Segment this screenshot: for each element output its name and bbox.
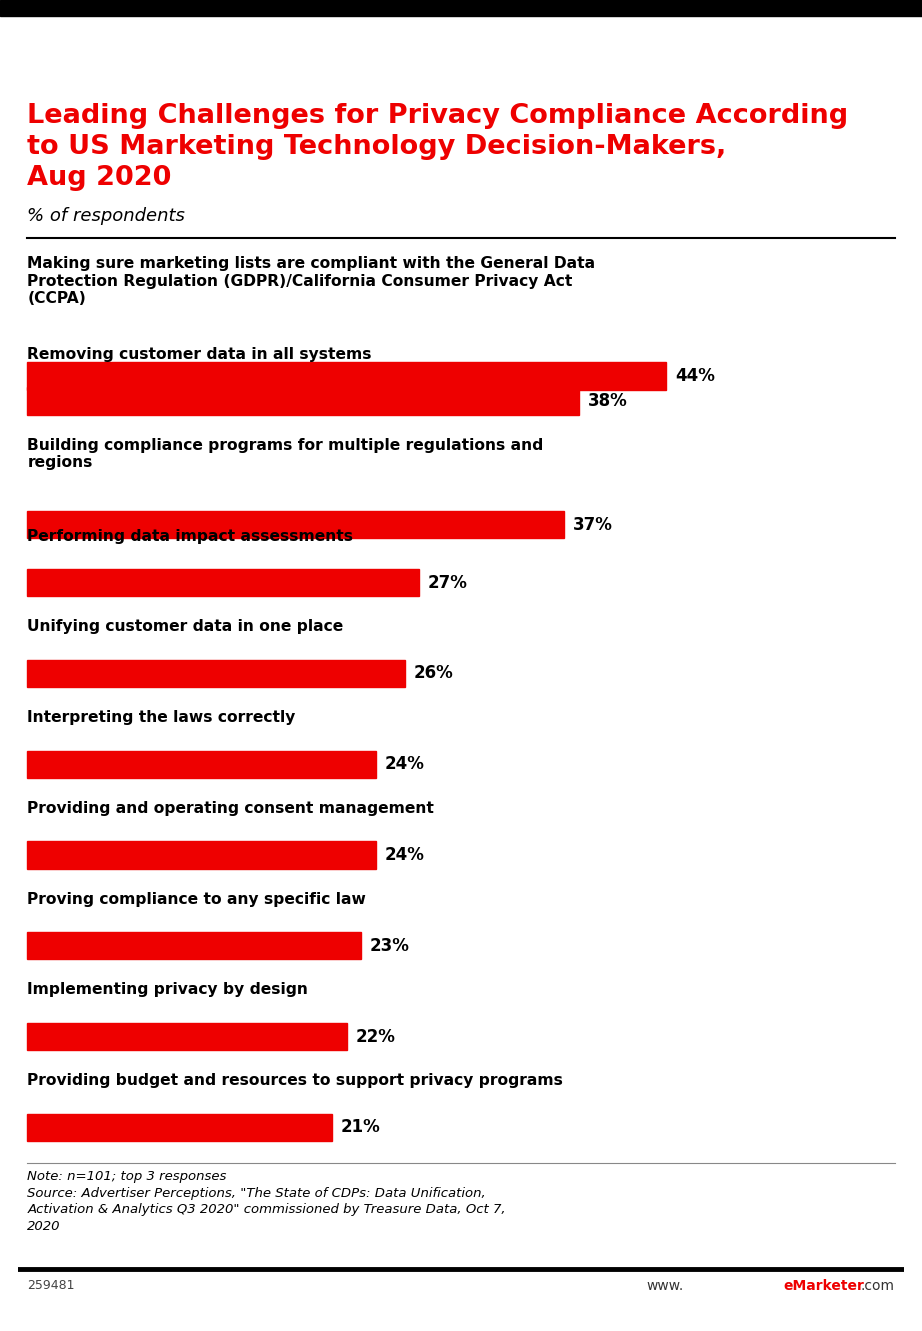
- Text: 259481: 259481: [28, 1279, 75, 1292]
- Bar: [28, 1024, 347, 1050]
- Text: 24%: 24%: [384, 847, 424, 864]
- Bar: [28, 1114, 332, 1141]
- Text: 27%: 27%: [428, 574, 468, 591]
- Text: Providing budget and resources to support privacy programs: Providing budget and resources to suppor…: [28, 1073, 563, 1089]
- Text: Making sure marketing lists are compliant with the General Data
Protection Regul: Making sure marketing lists are complian…: [28, 256, 596, 306]
- Bar: [28, 387, 579, 415]
- Text: Providing and operating consent management: Providing and operating consent manageme…: [28, 801, 434, 816]
- Text: 38%: 38%: [587, 393, 628, 410]
- Text: Unifying customer data in one place: Unifying customer data in one place: [28, 619, 344, 635]
- Text: www.: www.: [647, 1279, 684, 1294]
- Text: 21%: 21%: [341, 1118, 381, 1137]
- Text: Note: n=101; top 3 responses
Source: Advertiser Perceptions, "The State of CDPs:: Note: n=101; top 3 responses Source: Adv…: [28, 1170, 506, 1233]
- Text: Interpreting the laws correctly: Interpreting the laws correctly: [28, 711, 296, 725]
- Text: Implementing privacy by design: Implementing privacy by design: [28, 982, 308, 997]
- Bar: [28, 841, 375, 869]
- Bar: [28, 932, 361, 960]
- Text: Leading Challenges for Privacy Compliance According
to US Marketing Technology D: Leading Challenges for Privacy Complianc…: [28, 104, 848, 192]
- Text: 44%: 44%: [675, 367, 715, 385]
- Bar: [28, 660, 405, 687]
- Text: 24%: 24%: [384, 755, 424, 773]
- Text: Performing data impact assessments: Performing data impact assessments: [28, 528, 353, 543]
- Text: % of respondents: % of respondents: [28, 206, 185, 225]
- Text: 23%: 23%: [370, 937, 410, 954]
- Text: Building compliance programs for multiple regulations and
regions: Building compliance programs for multipl…: [28, 438, 544, 470]
- Bar: [28, 511, 564, 538]
- Text: Proving compliance to any specific law: Proving compliance to any specific law: [28, 892, 366, 906]
- Text: eMarketer: eMarketer: [784, 1279, 865, 1294]
- Text: 26%: 26%: [414, 664, 454, 683]
- Text: 37%: 37%: [573, 515, 613, 534]
- Bar: [28, 751, 375, 777]
- Text: .com: .com: [861, 1279, 894, 1294]
- Bar: [28, 362, 666, 390]
- Text: Removing customer data in all systems: Removing customer data in all systems: [28, 347, 372, 362]
- Bar: [28, 568, 420, 596]
- Text: 22%: 22%: [356, 1028, 396, 1046]
